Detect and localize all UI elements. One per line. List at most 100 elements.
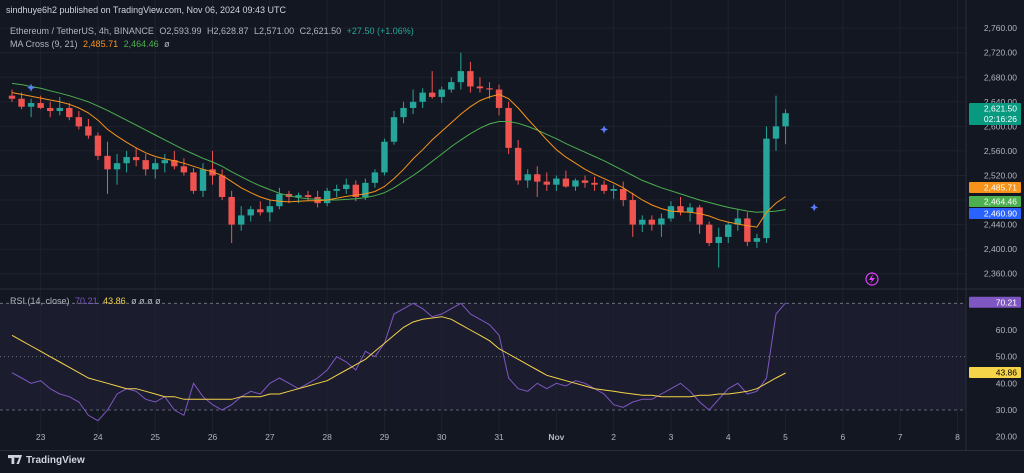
ma-slow-value: 2,464.46 [123, 39, 159, 49]
candle-body [218, 175, 226, 197]
candle-body [381, 141, 388, 173]
price-tick-label: 2,560.00 [984, 146, 1017, 156]
candle-body [610, 188, 617, 191]
candle-body [448, 82, 455, 90]
candle-body [543, 181, 550, 185]
candle-body [390, 117, 398, 142]
candle-body [600, 184, 608, 191]
candle-body [562, 178, 570, 187]
rsi-line [11, 302, 786, 422]
candle-body [648, 219, 656, 225]
rsi-tick-label: 20.00 [996, 432, 1018, 442]
brand-label: TradingView [26, 455, 85, 466]
price-tick-label: 2,400.00 [984, 244, 1017, 254]
ma-legend[interactable]: MA Cross (9, 21) 2,485.71 2,464.46 ø [10, 39, 173, 49]
price-badge [969, 196, 1021, 207]
candle-body [495, 89, 503, 108]
candle-body [677, 206, 684, 213]
cross-marker [27, 83, 36, 92]
price-tick-label: 2,440.00 [984, 220, 1017, 230]
rsi-label: RSI (14, close) [10, 296, 70, 306]
time-tick-label: 30 [437, 432, 447, 442]
price-badge-label: 2,621.50 [984, 104, 1017, 114]
candle-body [744, 218, 751, 242]
ma-label: MA Cross (9, 21) [10, 39, 78, 49]
ma-extra: ø [164, 39, 170, 49]
candle-body [247, 209, 254, 216]
candle-body [228, 196, 235, 225]
rsi-badge-label: 70.21 [996, 297, 1018, 307]
rsi-badge-label: 43.86 [996, 368, 1018, 378]
candle-body [295, 195, 302, 197]
candle-body [734, 218, 741, 225]
candle-body [782, 113, 789, 127]
candle-body [85, 126, 92, 136]
candle-body [581, 180, 589, 183]
tradingview-icon [8, 455, 22, 464]
candle-body [132, 157, 140, 161]
candle-body [276, 193, 283, 207]
tradingview-logo[interactable]: TradingView [8, 455, 85, 466]
candle-body [104, 155, 111, 170]
candle-body [457, 71, 465, 83]
candle-body [572, 180, 579, 187]
time-tick-label: 31 [494, 432, 504, 442]
candle-body [696, 207, 703, 225]
ma-fast-value: 2,485.71 [83, 39, 119, 49]
price-tick-label: 2,640.00 [984, 97, 1017, 107]
publisher-line: sindhuye6h2 published on TradingView.com… [6, 5, 287, 15]
candle-body [56, 107, 63, 112]
lightning-icon[interactable] [865, 272, 879, 286]
ma-slow-line [11, 82, 786, 213]
candle-body [343, 184, 350, 189]
time-tick-label: 4 [726, 432, 731, 442]
time-axis[interactable]: 23 24 25 26 27 28 29 30 31 Nov 2 3 4 5 6 7 8 [36, 432, 960, 442]
candle-body [314, 196, 321, 204]
candle-body [524, 174, 531, 181]
candle-body [180, 166, 188, 173]
candle-body [753, 238, 761, 242]
change-value: +27.50 (+1.06%) [346, 26, 414, 36]
candle-body [591, 182, 598, 185]
rsi-badge [969, 367, 1021, 379]
time-tick-label: 29 [380, 432, 390, 442]
candle-body [514, 147, 522, 181]
candle-body [27, 103, 35, 107]
price-badge-label: 2,464.46 [984, 197, 1017, 207]
price-tick-label: 2,360.00 [984, 269, 1017, 279]
candle-body [505, 107, 512, 148]
open-value: O2,593.99 [159, 26, 202, 36]
candle-body [534, 174, 541, 182]
candle-body [190, 172, 197, 191]
price-badge [969, 103, 1021, 125]
price-badge [969, 208, 1021, 219]
candle-body [171, 160, 178, 167]
time-tick-label: 28 [322, 432, 332, 442]
price-tick-label: 2,600.00 [984, 121, 1017, 131]
price-tick-label: 2,760.00 [984, 23, 1017, 33]
time-tick-label: 3 [669, 432, 674, 442]
rsi-extra: ø ø ø ø [131, 296, 161, 306]
candle-body [257, 209, 264, 213]
candle-body [371, 172, 379, 183]
rsi-tick-label: 50.00 [996, 352, 1018, 362]
time-tick-label: Nov [548, 432, 564, 442]
candle-body [553, 178, 560, 185]
ma-fast-line [11, 92, 786, 228]
time-tick-label: 7 [898, 432, 903, 442]
candle-body [209, 169, 216, 176]
candle-body [639, 219, 646, 225]
candle-body [66, 107, 73, 118]
candle-body [658, 218, 665, 225]
time-tick-label: 25 [151, 432, 161, 442]
time-tick-label: 24 [93, 432, 103, 442]
price-tick-label: 2,680.00 [984, 72, 1017, 82]
rsi-ma-line [11, 316, 786, 400]
time-tick-label: 26 [208, 432, 218, 442]
rsi-legend[interactable]: RSI (14, close) 70.21 43.86 ø ø ø ø [10, 296, 164, 306]
candle-body [304, 195, 312, 197]
time-tick-label: 2 [611, 432, 616, 442]
candle-body [113, 163, 121, 170]
